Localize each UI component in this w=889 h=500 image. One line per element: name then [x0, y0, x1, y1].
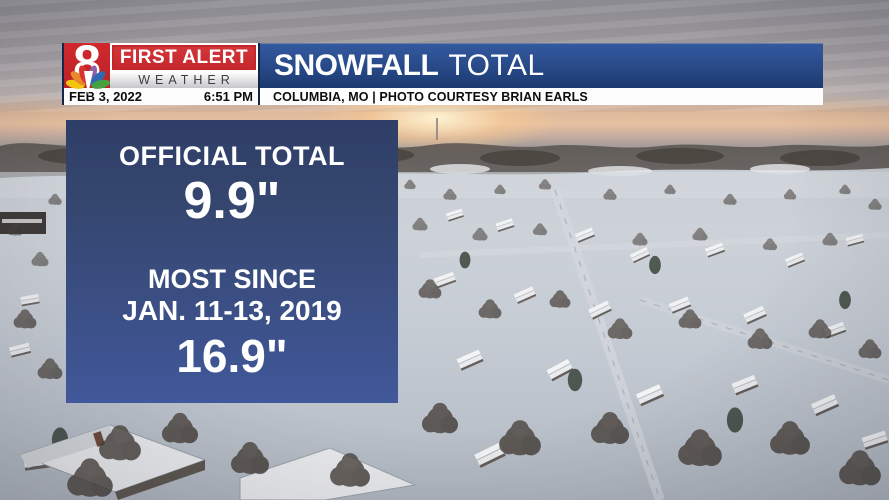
first-alert-label: FIRST ALERT	[119, 46, 249, 68]
most-since-value: 16.9"	[176, 330, 288, 383]
most-since-label: MOST SINCE	[147, 264, 316, 295]
location-photo-credit: COLUMBIA, MO | PHOTO COURTESY BRIAN EARL…	[273, 89, 588, 104]
first-alert-brand-bar: FIRST ALERT	[110, 43, 258, 72]
date-time-bar: FEB 3, 2022 6:51 PM	[64, 88, 258, 105]
nbc-peacock-icon	[65, 65, 111, 95]
weather-label: WEATHER	[138, 73, 235, 87]
broadcast-time: 6:51 PM	[203, 89, 253, 104]
headline-title-light: TOTAL	[448, 49, 545, 82]
official-total-value: 9.9"	[183, 172, 281, 231]
distant-tower	[436, 118, 438, 140]
location-credit-bar: COLUMBIA, MO | PHOTO COURTESY BRIAN EARL…	[260, 88, 823, 105]
headline-bar: SNOWFALL TOTAL	[260, 43, 823, 88]
roads	[419, 188, 889, 500]
weather-brand-bar: WEATHER	[110, 72, 258, 88]
broadcast-date: FEB 3, 2022	[69, 89, 142, 104]
station-banner: 8 FIRST ALERT WEATHER FEB 3, 2022 6:51 P…	[62, 37, 823, 105]
headline-title-bold: SNOWFALL	[274, 49, 439, 82]
snowfall-infobox: OFFICIAL TOTAL 9.9" MOST SINCE JAN. 11-1…	[66, 120, 398, 403]
official-total-label: OFFICIAL TOTAL	[119, 141, 345, 171]
most-since-dates: JAN. 11-13, 2019	[122, 294, 342, 326]
